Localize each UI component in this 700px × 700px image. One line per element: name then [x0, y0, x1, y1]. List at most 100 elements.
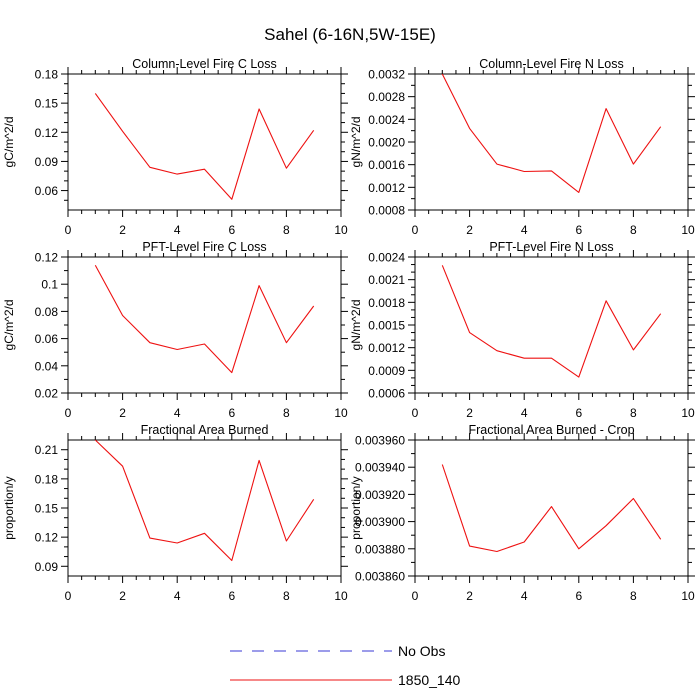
panel-4: PFT-Level Fire N Loss 0 2 4 6 8 10 0.0006 0.0009… — [349, 240, 695, 420]
panel-title: Fractional Area Burned — [141, 423, 269, 437]
x-tick-label: 6 — [228, 406, 235, 420]
x-tick-label: 10 — [334, 589, 348, 603]
y-axis-label: gC/m^2/d — [2, 117, 16, 168]
plot-frame — [414, 73, 689, 211]
panel-title: PFT-Level Fire N Loss — [489, 240, 613, 254]
y-tick-label: 0.0024 — [368, 113, 405, 127]
x-tick-label: 2 — [466, 589, 473, 603]
y-tick-label: 0.0012 — [368, 181, 405, 195]
x-tick-label: 4 — [174, 589, 181, 603]
y-tick-label: 0.0018 — [368, 296, 405, 310]
series-line-1850-140 — [94, 264, 315, 374]
y-axis-label: gN/m^2/d — [349, 300, 363, 351]
x-tick-label: 8 — [283, 223, 290, 237]
y-tick-label: 0.12 — [35, 531, 59, 545]
x-tick-label: 2 — [119, 223, 126, 237]
y-tick-label: 0.0009 — [368, 364, 405, 378]
y-tick-label: 0.09 — [35, 560, 59, 574]
y-tick-label: 0.003880 — [355, 542, 405, 556]
x-tick-label: 8 — [630, 589, 637, 603]
plot-frame — [414, 256, 689, 394]
y-tick-label: 0.18 — [35, 472, 59, 486]
x-tick-label: 10 — [334, 223, 348, 237]
x-tick-label: 2 — [119, 406, 126, 420]
series-line-1850-140 — [441, 73, 662, 193]
y-tick-label: 0.0016 — [368, 158, 405, 172]
x-tick-label: 4 — [521, 223, 528, 237]
x-tick-label: 8 — [283, 406, 290, 420]
x-tick-label: 8 — [283, 589, 290, 603]
x-tick-label: 2 — [466, 223, 473, 237]
panel-1: Column-Level Fire C Loss 0 2 4 6 8 10 0.06 0.09 0… — [2, 57, 348, 237]
panel-title: PFT-Level Fire C Loss — [142, 240, 266, 254]
legend-label-no-obs: No Obs — [398, 643, 445, 659]
x-tick-label: 0 — [412, 589, 419, 603]
y-tick-label: 0.12 — [35, 126, 59, 140]
y-tick-label: 0.0020 — [368, 136, 405, 150]
y-tick-label: 0.02 — [35, 387, 59, 401]
y-tick-label: 0.06 — [35, 332, 59, 346]
legend-label-1850-140: 1850_140 — [398, 672, 461, 688]
figure-title: Sahel (6-16N,5W-15E) — [264, 25, 436, 44]
x-tick-label: 4 — [521, 589, 528, 603]
y-tick-label: 0.12 — [35, 251, 59, 265]
x-tick-label: 2 — [466, 406, 473, 420]
y-tick-label: 0.15 — [35, 97, 59, 111]
x-tick-label: 10 — [334, 406, 348, 420]
y-tick-label: 0.0012 — [368, 341, 405, 355]
x-tick-label: 10 — [681, 223, 695, 237]
x-tick-label: 4 — [521, 406, 528, 420]
x-tick-label: 0 — [412, 223, 419, 237]
y-tick-label: 0.0024 — [368, 251, 405, 265]
x-tick-label: 0 — [65, 223, 72, 237]
x-tick-label: 6 — [575, 223, 582, 237]
x-tick-label: 2 — [119, 589, 126, 603]
plot-frame — [67, 73, 342, 211]
panel-title: Fractional Area Burned - Crop — [468, 423, 634, 437]
x-tick-label: 4 — [174, 223, 181, 237]
y-tick-label: 0.15 — [35, 502, 59, 516]
x-tick-label: 0 — [65, 406, 72, 420]
panel-3: PFT-Level Fire C Loss 0 2 4 6 8 10 0.02 0.04 0.06… — [2, 240, 348, 420]
y-tick-label: 0.1 — [41, 278, 58, 292]
y-tick-label: 0.0008 — [368, 204, 405, 218]
y-axis-label: proportion/y — [2, 476, 16, 539]
plot-frame — [414, 439, 689, 577]
y-tick-label: 0.003940 — [355, 461, 405, 475]
panel-5: Fractional Area Burned 0 2 4 6 8 10 0.09 0.12 0.1… — [2, 423, 348, 603]
panel-2: Column-Level Fire N Loss 0 2 4 6 8 10 0.0008 0.0… — [349, 57, 695, 237]
x-tick-label: 6 — [575, 589, 582, 603]
series-line-1850-140 — [441, 464, 662, 553]
x-tick-label: 4 — [174, 406, 181, 420]
series-line-1850-140 — [94, 93, 315, 200]
panels: Column-Level Fire C Loss 0 2 4 6 8 10 0.06 0.09 0… — [2, 57, 695, 603]
legend: No Obs 1850_140 — [230, 643, 461, 688]
y-tick-label: 0.09 — [35, 155, 59, 169]
y-tick-label: 0.18 — [35, 68, 59, 82]
y-tick-label: 0.04 — [35, 359, 59, 373]
series-line-1850-140 — [94, 439, 315, 562]
y-tick-label: 0.003900 — [355, 515, 405, 529]
y-tick-label: 0.0015 — [368, 319, 405, 333]
y-axis-label: proportion/y — [349, 476, 363, 539]
y-axis-label: gC/m^2/d — [2, 300, 16, 351]
y-tick-label: 0.003860 — [355, 570, 405, 584]
y-tick-label: 0.0021 — [368, 273, 405, 287]
y-tick-label: 0.0006 — [368, 387, 405, 401]
x-tick-label: 6 — [228, 223, 235, 237]
y-tick-label: 0.08 — [35, 305, 59, 319]
y-tick-label: 0.0032 — [368, 68, 405, 82]
x-tick-label: 8 — [630, 223, 637, 237]
x-tick-label: 10 — [681, 589, 695, 603]
y-tick-label: 0.003960 — [355, 434, 405, 448]
x-tick-label: 0 — [412, 406, 419, 420]
series-line-1850-140 — [441, 265, 662, 378]
panel-6: Fractional Area Burned - Crop 0 2 4 6 8 10 0.00… — [349, 423, 695, 603]
plot-frame — [67, 439, 342, 577]
panel-title: Column-Level Fire C Loss — [132, 57, 277, 71]
x-tick-label: 6 — [575, 406, 582, 420]
y-tick-label: 0.06 — [35, 184, 59, 198]
x-tick-label: 0 — [65, 589, 72, 603]
panel-title: Column-Level Fire N Loss — [479, 57, 624, 71]
